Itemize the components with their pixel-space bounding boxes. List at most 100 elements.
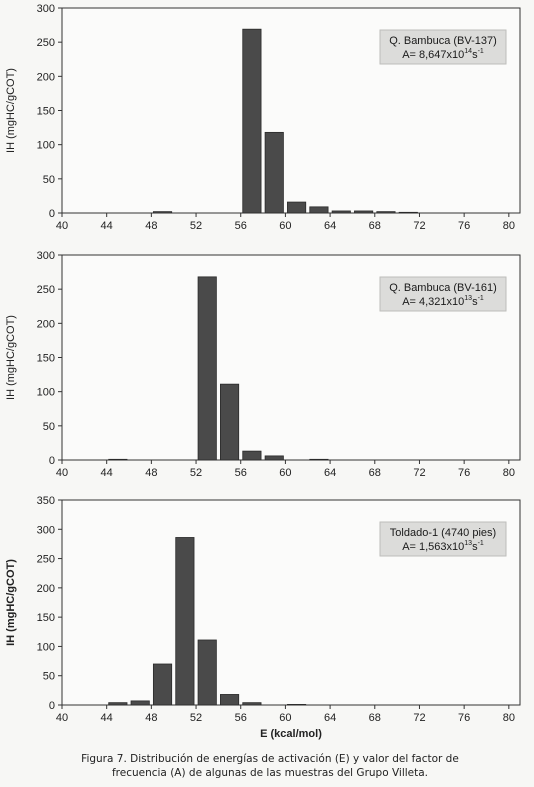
bar bbox=[152, 663, 173, 706]
annotation-a-prefix: A= 8,647x10 bbox=[402, 49, 464, 61]
annotation-a-exp: 13 bbox=[464, 295, 472, 302]
y-tick-label: 200 bbox=[37, 583, 55, 595]
y-axis-label: IH (mgHC/gCOT) bbox=[5, 68, 17, 153]
y-tick-label: 0 bbox=[49, 455, 55, 467]
y-tick-label: 50 bbox=[43, 671, 55, 683]
y-tick-label: 150 bbox=[37, 106, 55, 118]
chart-panel-2: 0 50 100 150 200 250 300 40 44 48 52 56 60 64 68 72 76 80… bbox=[5, 250, 521, 479]
annotation-a-unit: s bbox=[472, 541, 478, 553]
annotation-a-unit-exp: -1 bbox=[478, 540, 484, 547]
chart-panel-3: 0 50 100 150 200 250 300 350 40 44 48 52 56 60 64 68 72 7… bbox=[5, 495, 521, 740]
x-tick-label: 72 bbox=[413, 467, 425, 479]
bar bbox=[242, 450, 262, 461]
bar bbox=[220, 383, 240, 461]
x-tick-label: 40 bbox=[56, 467, 68, 479]
x-tick-label: 60 bbox=[279, 712, 291, 724]
annotation-box bbox=[379, 276, 507, 312]
annotation-a-value: A= 8,647x1014s-1 bbox=[402, 48, 484, 61]
x-tick-label: 68 bbox=[369, 467, 381, 479]
x-tick-label: 76 bbox=[458, 467, 470, 479]
annotation-a-exp: 14 bbox=[464, 48, 472, 55]
x-tick-label: 60 bbox=[279, 467, 291, 479]
bar bbox=[152, 211, 173, 214]
y-tick-label: 0 bbox=[49, 208, 55, 220]
annotation-a-unit: s bbox=[472, 49, 478, 61]
x-tick-label: 64 bbox=[324, 467, 336, 479]
bar bbox=[287, 201, 307, 214]
annotation-a-value: A= 4,321x1013s-1 bbox=[402, 295, 484, 308]
caption-line-2: frecuencia (A) de algunas de las muestra… bbox=[111, 767, 429, 779]
caption-line-1: Figura 7. Distribución de energías de ac… bbox=[81, 753, 459, 765]
x-tick-label: 56 bbox=[235, 467, 247, 479]
bar bbox=[398, 211, 418, 214]
bar bbox=[175, 537, 195, 706]
bar bbox=[376, 211, 396, 214]
y-tick-label: 100 bbox=[37, 387, 55, 399]
chart-panel-1: 0 50 100 150 200 250 300 40 44 48 52 56 60 64 68 72 76 80… bbox=[5, 3, 521, 232]
bar bbox=[331, 210, 351, 214]
x-tick-label: 52 bbox=[190, 220, 202, 232]
x-tick-label: 48 bbox=[145, 220, 157, 232]
annotation-sample: Q. Bambuca (BV-161) bbox=[389, 282, 497, 294]
annotation-sample: Q. Bambuca (BV-137) bbox=[389, 35, 497, 47]
bar bbox=[242, 702, 262, 706]
annotation-a-unit-exp: -1 bbox=[478, 48, 484, 55]
annotation-box bbox=[379, 29, 507, 65]
bar bbox=[309, 458, 329, 461]
x-tick-label: 64 bbox=[324, 220, 336, 232]
figure-caption: Figura 7. Distribución de energías de ac… bbox=[40, 752, 500, 780]
y-tick-label: 250 bbox=[37, 37, 55, 49]
y-tick-label: 300 bbox=[37, 250, 55, 262]
y-tick-label: 150 bbox=[37, 353, 55, 365]
bar bbox=[354, 210, 374, 214]
x-tick-label: 40 bbox=[56, 712, 68, 724]
x-tick-label: 80 bbox=[503, 712, 515, 724]
x-tick-label: 76 bbox=[458, 220, 470, 232]
y-tick-label: 100 bbox=[37, 140, 55, 152]
y-tick-label: 200 bbox=[37, 71, 55, 83]
annotation-a-unit-exp: -1 bbox=[478, 295, 484, 302]
x-tick-label: 40 bbox=[56, 220, 68, 232]
x-tick-label: 80 bbox=[503, 467, 515, 479]
x-tick-label: 44 bbox=[101, 467, 113, 479]
charts-figure: 0 50 100 150 200 250 300 40 44 48 52 56 60 64 68 72 76 80… bbox=[5, 3, 521, 740]
x-axis-label: E (kcal/mol) bbox=[260, 728, 322, 740]
y-tick-label: 250 bbox=[37, 554, 55, 566]
x-tick-label: 72 bbox=[413, 220, 425, 232]
x-tick-label: 44 bbox=[101, 712, 113, 724]
x-tick-label: 68 bbox=[369, 220, 381, 232]
x-tick-label: 52 bbox=[190, 712, 202, 724]
x-tick-label: 52 bbox=[190, 467, 202, 479]
annotation-a-value: A= 1,563x1013s-1 bbox=[402, 540, 484, 553]
y-tick-label: 300 bbox=[37, 3, 55, 15]
y-tick-label: 250 bbox=[37, 284, 55, 296]
x-tick-label: 60 bbox=[279, 220, 291, 232]
bar bbox=[130, 700, 150, 706]
x-tick-label: 48 bbox=[145, 712, 157, 724]
bar bbox=[197, 276, 217, 461]
bar bbox=[108, 702, 128, 706]
y-tick-label: 100 bbox=[37, 641, 55, 653]
x-tick-label: 48 bbox=[145, 467, 157, 479]
bar bbox=[309, 206, 329, 214]
x-tick-label: 64 bbox=[324, 712, 336, 724]
x-tick-label: 56 bbox=[235, 712, 247, 724]
x-tick-label: 72 bbox=[413, 712, 425, 724]
bar bbox=[242, 28, 262, 214]
y-tick-label: 350 bbox=[37, 495, 55, 507]
annotation-a-exp: 13 bbox=[464, 540, 472, 547]
x-tick-label: 56 bbox=[235, 220, 247, 232]
y-tick-label: 200 bbox=[37, 318, 55, 330]
bar bbox=[264, 131, 284, 214]
bar bbox=[108, 458, 128, 461]
x-tick-label: 80 bbox=[503, 220, 515, 232]
annotation-a-prefix: A= 4,321x10 bbox=[402, 296, 464, 308]
bar bbox=[264, 455, 284, 461]
y-axis-label: IH (mgHC/gCOT) bbox=[5, 559, 17, 646]
annotation-a-unit: s bbox=[472, 296, 478, 308]
y-tick-label: 50 bbox=[43, 421, 55, 433]
y-axis-label: IH (mgHC/gCOT) bbox=[5, 315, 17, 400]
x-tick-label: 76 bbox=[458, 712, 470, 724]
annotation-box bbox=[379, 521, 507, 557]
bar bbox=[220, 694, 240, 706]
